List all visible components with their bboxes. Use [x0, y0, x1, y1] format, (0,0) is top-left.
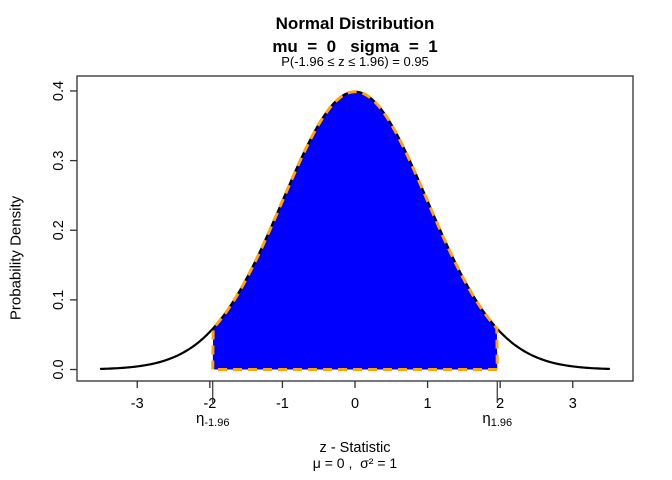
critical-value-label: η1.96 [482, 410, 512, 429]
y-tick-label: 0.3 [51, 151, 67, 171]
critical-value-label: η-1.96 [196, 410, 229, 429]
x-axis-label: z - Statistic [319, 440, 391, 456]
y-tick-label: 0.2 [51, 220, 67, 240]
y-tick-label: 0.4 [51, 81, 67, 101]
x-axis-sublabel: μ = 0 , σ² = 1 [312, 455, 398, 471]
chart-title: Normal Distribution [275, 14, 435, 33]
x-tick-label: -1 [276, 396, 289, 412]
shaded-region-border [211, 90, 499, 372]
x-tick-label: 0 [351, 396, 359, 412]
x-tick-label: -2 [203, 396, 216, 412]
x-tick-label: 2 [496, 396, 504, 412]
chart-subtitle: mu = 0 sigma = 1 [272, 37, 438, 56]
probability-annotation: P(-1.96 ≤ z ≤ 1.96) = 0.95 [281, 54, 429, 69]
shaded-probability-region [212, 91, 498, 370]
y-tick-label: 0.1 [51, 290, 67, 310]
x-tick-label: 1 [424, 396, 432, 412]
y-tick-label: 0.0 [51, 359, 67, 379]
x-tick-label: 3 [569, 396, 577, 412]
x-tick-label: -3 [131, 396, 144, 412]
